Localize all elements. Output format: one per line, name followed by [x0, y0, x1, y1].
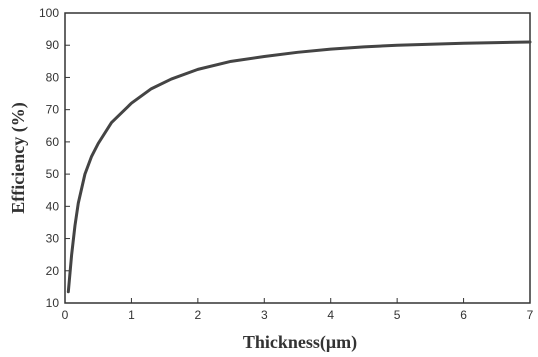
y-tick-label: 50: [46, 167, 60, 181]
y-axis-title: Efficiency (%): [8, 102, 29, 213]
x-axis-ticks: 0 1 2 3 4 5 6 7: [62, 298, 534, 322]
x-tick-label: 7: [527, 308, 534, 322]
x-tick-label: 1: [128, 308, 135, 322]
x-tick-label: 4: [327, 308, 334, 322]
y-tick-label: 60: [46, 135, 60, 149]
x-tick-label: 0: [62, 308, 69, 322]
y-tick-label: 90: [46, 38, 60, 52]
y-tick-label: 70: [46, 103, 60, 117]
x-tick-label: 2: [195, 308, 202, 322]
y-tick-label: 30: [46, 232, 60, 246]
x-tick-label: 5: [394, 308, 401, 322]
y-tick-label: 80: [46, 70, 60, 84]
x-tick-label: 6: [460, 308, 467, 322]
x-axis-title: Thickness(μm): [243, 332, 357, 353]
y-tick-label: 40: [46, 199, 60, 213]
y-tick-label: 10: [46, 296, 60, 310]
plot-frame: [64, 12, 531, 304]
efficiency-curve: [66, 40, 532, 294]
y-tick-label: 20: [46, 264, 60, 278]
y-axis-ticks: 10 20 30 40 50 60 70 80 90 100: [39, 6, 70, 310]
y-tick-label: 100: [39, 6, 59, 20]
x-tick-label: 3: [261, 308, 268, 322]
